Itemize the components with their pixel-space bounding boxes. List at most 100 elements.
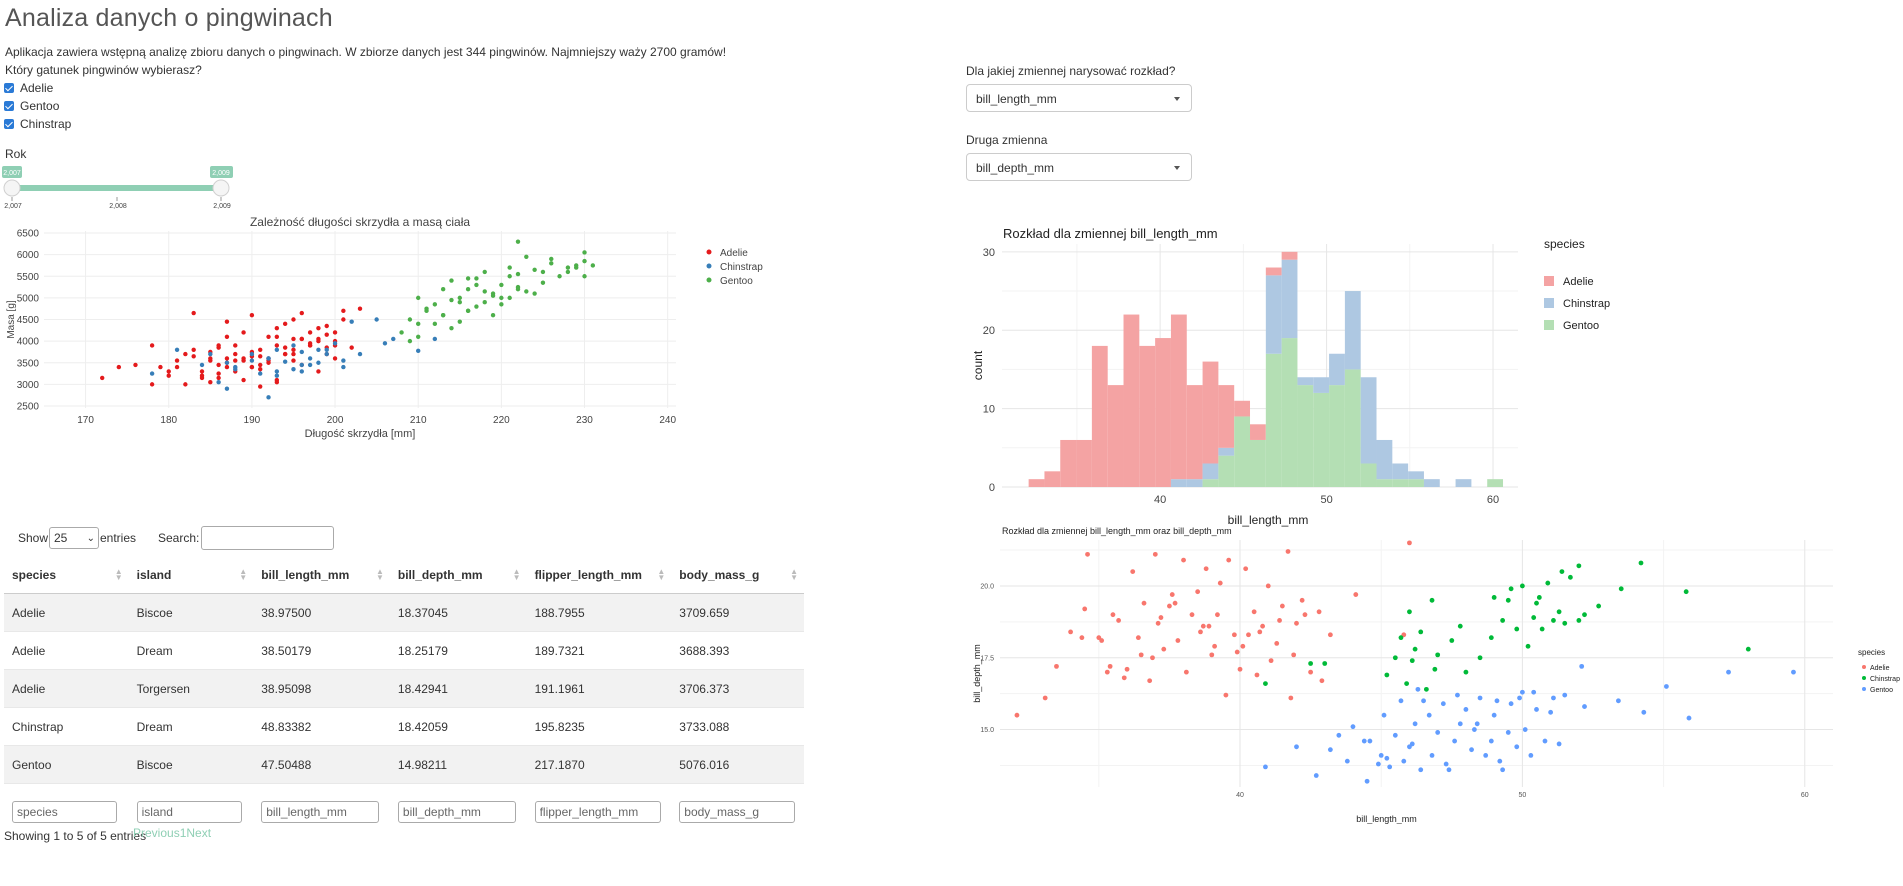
checkbox-gentoo[interactable]: Gentoo bbox=[4, 99, 59, 113]
checkbox-adelie[interactable]: Adelie bbox=[4, 81, 53, 95]
data-point bbox=[1562, 692, 1568, 698]
data-point bbox=[1435, 652, 1441, 658]
data-point bbox=[1384, 755, 1390, 761]
x-axis-title: Długość skrzydła [mm] bbox=[305, 428, 416, 440]
checkbox-checked-icon[interactable] bbox=[4, 101, 14, 111]
var2-select[interactable]: bill_depth_mm bbox=[966, 153, 1192, 181]
data-point bbox=[1531, 689, 1537, 695]
y-axis-title: bill_depth_mm bbox=[972, 644, 982, 703]
data-point bbox=[565, 265, 571, 270]
table-row[interactable]: Adelie Dream 38.50179 18.25179 189.7321 3688.… bbox=[4, 631, 804, 670]
column-filter-input[interactable] bbox=[12, 800, 117, 823]
data-point bbox=[416, 321, 421, 327]
slider-tick-label: 2,007 bbox=[4, 203, 22, 210]
species-question: Który gatunek pingwinów wybierasz? bbox=[5, 63, 202, 77]
table-cell: Dream bbox=[128, 631, 254, 670]
data-point bbox=[1514, 626, 1520, 632]
data-point bbox=[1505, 730, 1511, 735]
page-length-select[interactable]: 25 ⌄ bbox=[49, 527, 99, 549]
checkbox-checked-icon[interactable] bbox=[4, 83, 14, 93]
data-point bbox=[1161, 646, 1167, 652]
data-point bbox=[457, 295, 462, 301]
data-point bbox=[432, 302, 438, 307]
column-filter-input[interactable] bbox=[534, 800, 661, 823]
year-range-slider[interactable]: 2,007 2,009 2,007 2,008 2,009 bbox=[0, 163, 240, 213]
data-point bbox=[1237, 666, 1243, 672]
x-tick-label: 40 bbox=[1154, 494, 1166, 506]
table-row[interactable]: Adelie Torgersen 38.95098 18.42941 191.1961 3… bbox=[4, 669, 804, 708]
data-point bbox=[1254, 672, 1260, 678]
data-point bbox=[1412, 721, 1418, 727]
table-search-input[interactable] bbox=[201, 526, 334, 550]
data-point bbox=[299, 349, 304, 355]
table-cell: Adelie bbox=[4, 631, 129, 670]
column-header[interactable]: flipper_length_mm ▲ ▼ bbox=[526, 556, 672, 594]
legend-marker bbox=[706, 263, 712, 269]
column-header[interactable]: island ▲ ▼ bbox=[128, 556, 254, 594]
data-point bbox=[1726, 669, 1731, 675]
histogram-bar bbox=[1186, 385, 1203, 480]
table-cell: Dream bbox=[128, 707, 254, 746]
data-point bbox=[1404, 681, 1410, 687]
y-axis-title: count bbox=[971, 350, 985, 380]
data-point bbox=[1508, 701, 1514, 707]
column-filter-input[interactable] bbox=[261, 800, 380, 823]
data-point bbox=[299, 362, 304, 368]
data-point bbox=[241, 356, 246, 361]
data-point bbox=[1138, 652, 1144, 658]
data-point bbox=[224, 334, 230, 339]
previous-button[interactable]: Previous bbox=[133, 826, 180, 840]
column-header[interactable]: bill_depth_mm ▲ ▼ bbox=[389, 556, 527, 594]
legend-label: Gentoo bbox=[720, 276, 753, 287]
x-tick-label: 240 bbox=[659, 415, 676, 426]
data-point bbox=[341, 364, 346, 370]
histogram-bar bbox=[1313, 377, 1330, 393]
data-point bbox=[1367, 738, 1373, 744]
flipper-mass-scatter-chart[interactable]: 170 180 190 200 210 220 230 240 2500 3000 3500 4000… bbox=[0, 215, 780, 525]
data-point bbox=[274, 369, 280, 374]
data-point bbox=[1212, 643, 1218, 649]
table-row[interactable]: Chinstrap Dream 48.83382 18.42059 195.8235 37… bbox=[4, 707, 804, 746]
data-point bbox=[316, 336, 321, 342]
slider-from-badge bbox=[2, 166, 22, 178]
table-cell: 217.1870 bbox=[526, 745, 672, 784]
column-filter-input[interactable] bbox=[679, 800, 796, 823]
data-point bbox=[474, 282, 479, 288]
data-point bbox=[149, 382, 155, 387]
table-cell: 18.25179 bbox=[389, 631, 527, 670]
y-tick-label: 30 bbox=[983, 247, 995, 259]
column-filter-input[interactable] bbox=[397, 800, 516, 823]
data-point bbox=[1085, 551, 1090, 557]
table-row[interactable]: Adelie Biscoe 38.97500 18.37045 188.7955 3709… bbox=[4, 593, 804, 632]
sort-icon: ▲ ▼ bbox=[790, 567, 798, 582]
column-header[interactable]: body_mass_g ▲ ▼ bbox=[671, 556, 804, 594]
slider-handle-from[interactable] bbox=[3, 179, 21, 197]
var1-select[interactable]: bill_length_mm bbox=[966, 84, 1192, 112]
app-description: Aplikacja zawiera wstępną analizę zbioru… bbox=[5, 45, 727, 59]
data-point bbox=[1257, 629, 1263, 635]
data-point bbox=[590, 263, 596, 268]
table-cell: Adelie bbox=[4, 669, 129, 708]
table-cell: 48.83382 bbox=[253, 707, 390, 746]
data-point bbox=[174, 358, 180, 363]
next-button[interactable]: Next bbox=[186, 826, 212, 840]
legend-label: Chinstrap bbox=[1870, 676, 1900, 683]
data-point bbox=[1200, 623, 1206, 629]
data-point bbox=[1477, 695, 1483, 701]
data-point bbox=[1545, 580, 1551, 586]
page-1-button[interactable]: 1 bbox=[179, 826, 187, 840]
data-point bbox=[1364, 778, 1370, 784]
column-header[interactable]: bill_length_mm ▲ ▼ bbox=[253, 556, 390, 594]
column-header[interactable]: species ▲ ▼ bbox=[4, 556, 129, 594]
data-point bbox=[1471, 727, 1477, 732]
column-filter-input[interactable] bbox=[136, 800, 242, 823]
checkbox-checked-icon[interactable] bbox=[4, 119, 14, 129]
checkbox-chinstrap[interactable]: Chinstrap bbox=[4, 117, 71, 131]
data-point bbox=[199, 362, 205, 368]
data-point bbox=[1150, 655, 1155, 661]
slider-handle-to[interactable] bbox=[212, 179, 230, 197]
data-point bbox=[474, 304, 479, 309]
table-row[interactable]: Gentoo Biscoe 47.50488 14.98211 217.1870 5076… bbox=[4, 745, 804, 784]
data-point bbox=[1551, 618, 1556, 623]
data-point bbox=[1514, 744, 1520, 750]
